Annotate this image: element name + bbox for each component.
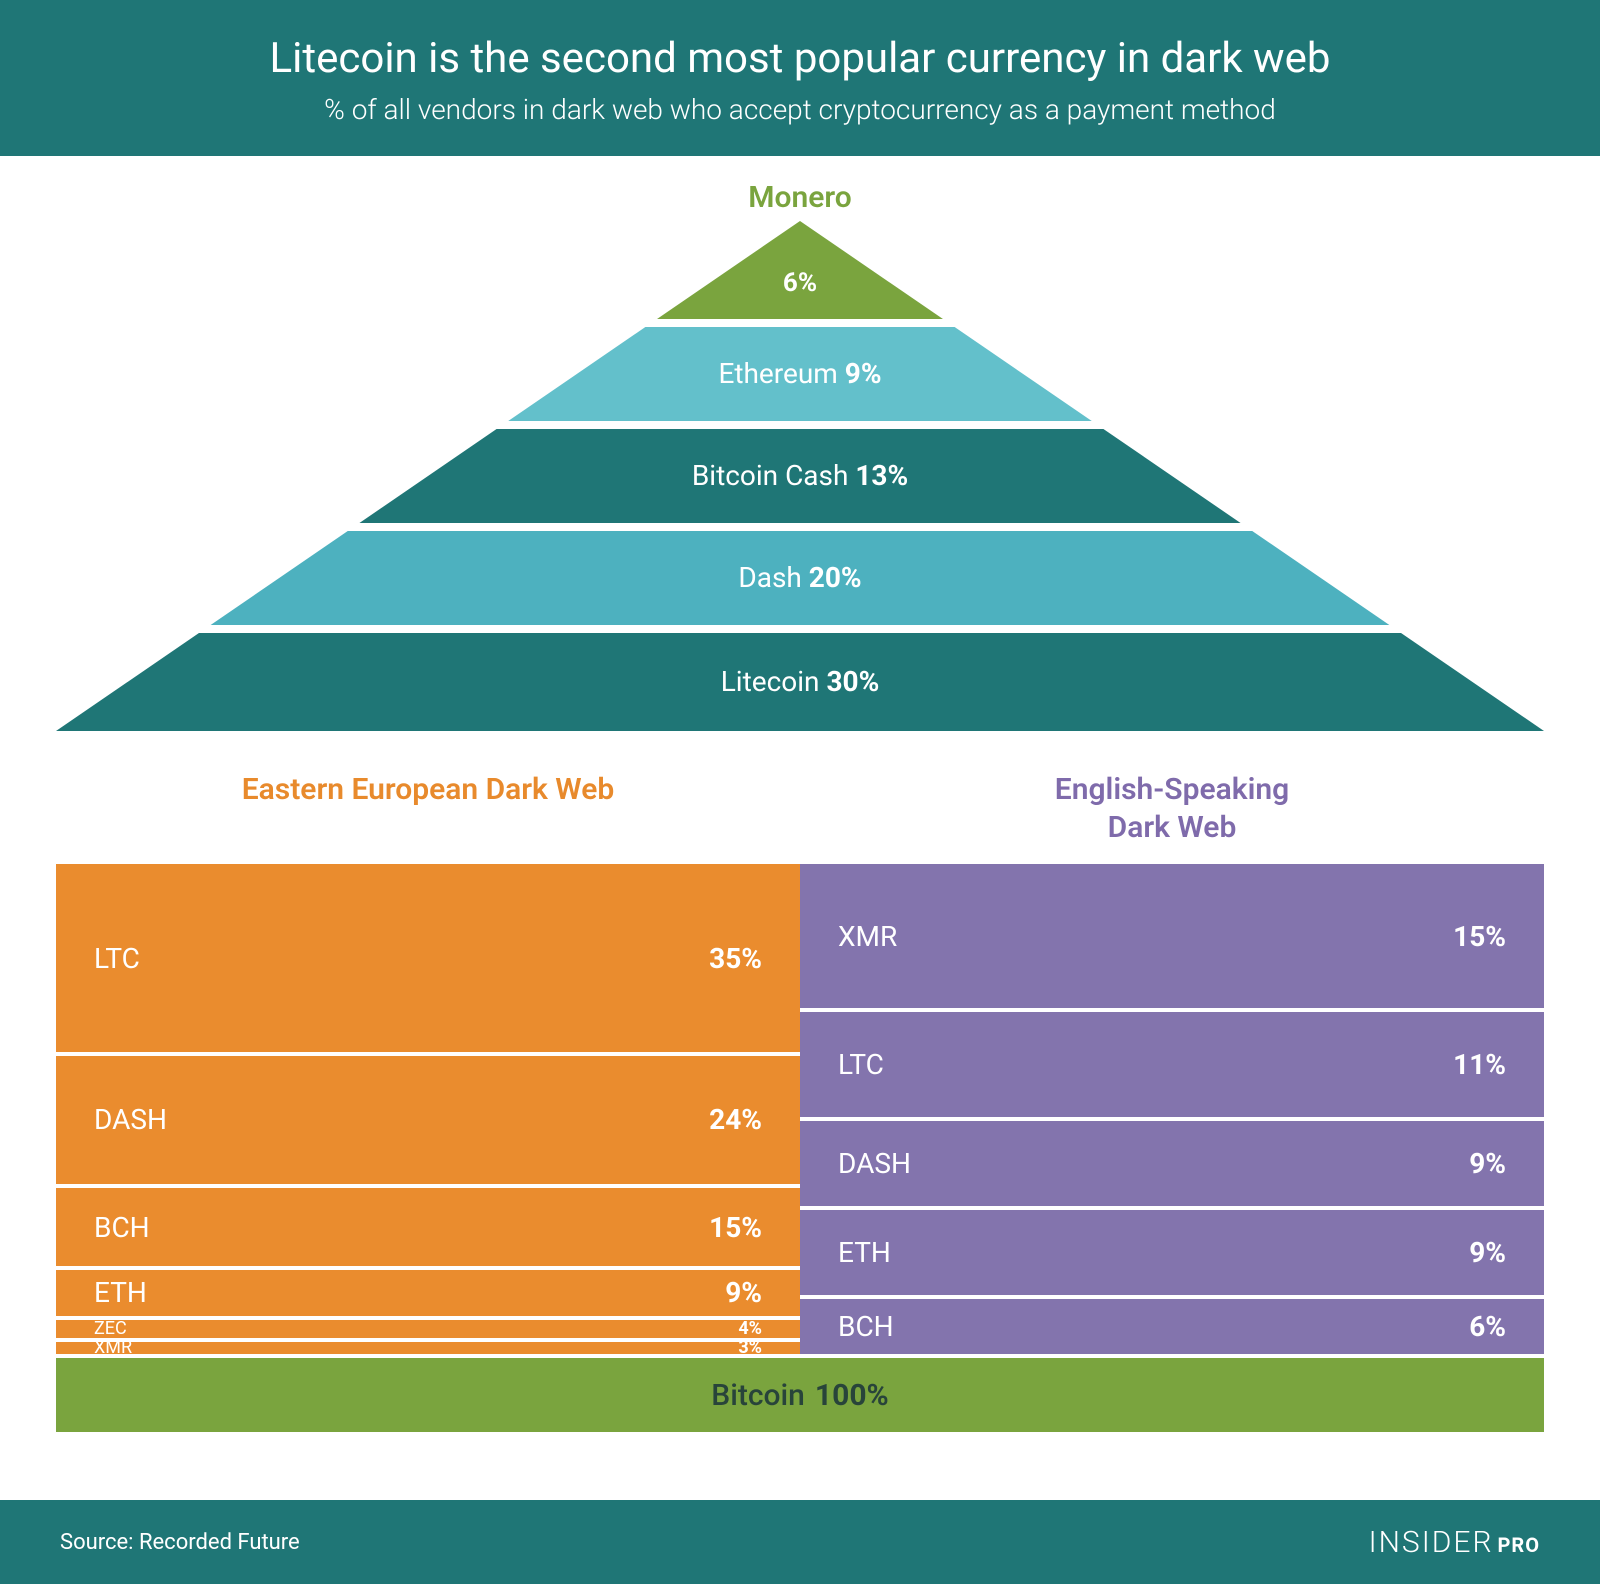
bar-label: LTC bbox=[838, 1048, 884, 1081]
bitcoin-bar: Bitcoin 100% bbox=[56, 1358, 1544, 1432]
pyramid-segment-label: Ethereum 9% bbox=[718, 357, 881, 390]
content: Monero 6% Ethereum 9% Bitcoin Cash 13% Dash… bbox=[0, 156, 1600, 1454]
infographic-container: Litecoin is the second most popular curr… bbox=[0, 0, 1600, 1584]
bar-label: LTC bbox=[94, 942, 140, 975]
pyramid-segment-label: 6% bbox=[783, 268, 817, 298]
brand-name: INSIDER bbox=[1369, 1525, 1494, 1560]
bar-value: 9% bbox=[1469, 1147, 1506, 1180]
brand-suffix: PRO bbox=[1498, 1533, 1541, 1557]
pyramid-segment-label: Dash 20% bbox=[738, 561, 861, 594]
bar-value: 9% bbox=[1469, 1236, 1506, 1269]
bar-label: XMR bbox=[838, 920, 897, 953]
barset-right: XMR 15% LTC 11% DASH 9% ETH 9% BCH 6% bbox=[800, 864, 1544, 1358]
bar-label: DASH bbox=[838, 1147, 911, 1180]
barset-left: LTC35%DASH24%BCH15%ETH9%ZEC4%XMR3% bbox=[56, 864, 800, 1358]
bar-label: ETH bbox=[94, 1276, 147, 1309]
bar-label: XMR bbox=[94, 1337, 132, 1358]
bar-row: BCH 15% bbox=[56, 1188, 800, 1270]
bitcoin-pct: 100% bbox=[815, 1378, 889, 1413]
bar-label: BCH bbox=[94, 1211, 150, 1244]
bar-row: ETH 9% bbox=[56, 1270, 800, 1319]
pyramid-chart: Monero 6% Ethereum 9% Bitcoin Cash 13% Dash… bbox=[56, 180, 1544, 731]
bar-label: DASH bbox=[94, 1103, 167, 1136]
pyramid-svg: 6% Ethereum 9% Bitcoin Cash 13% Dash 20% Lit… bbox=[56, 221, 1544, 731]
brand-logo: INSIDERPRO bbox=[1369, 1525, 1540, 1560]
bar-value: 4% bbox=[738, 1318, 762, 1339]
regional-bars: Eastern European Dark Web English-Speaki… bbox=[56, 761, 1544, 1432]
bar-value: 35% bbox=[709, 942, 762, 975]
bar-row: XMR 15% bbox=[800, 864, 1544, 1012]
bars-area: LTC35%DASH24%BCH15%ETH9%ZEC4%XMR3% XMR15… bbox=[56, 864, 1544, 1358]
bar-label: BCH bbox=[838, 1310, 894, 1343]
bar-value: 24% bbox=[709, 1103, 762, 1136]
source-text: Source: Recorded Future bbox=[60, 1530, 300, 1555]
bar-row: ETH 9% bbox=[800, 1210, 1544, 1299]
bar-row: LTC 11% bbox=[800, 1012, 1544, 1121]
bar-value: 3% bbox=[738, 1337, 762, 1358]
left-title: Eastern European Dark Web bbox=[56, 761, 800, 864]
bar-row: BCH 6% bbox=[800, 1299, 1544, 1358]
bar-titles-row: Eastern European Dark Web English-Speaki… bbox=[56, 761, 1544, 864]
bar-row: ZEC 4% bbox=[56, 1320, 800, 1342]
bar-row: DASH 9% bbox=[800, 1121, 1544, 1210]
bar-value: 15% bbox=[1453, 920, 1506, 953]
pyramid-top-label: Monero bbox=[748, 180, 852, 215]
bitcoin-label: Bitcoin bbox=[711, 1378, 805, 1413]
bar-value: 11% bbox=[1453, 1048, 1506, 1081]
right-title: English-SpeakingDark Web bbox=[800, 761, 1544, 864]
bar-row: LTC 35% bbox=[56, 864, 800, 1056]
subtitle: % of all vendors in dark web who accept … bbox=[20, 93, 1580, 126]
title: Litecoin is the second most popular curr… bbox=[20, 34, 1580, 83]
bar-label: ETH bbox=[838, 1236, 891, 1269]
pyramid-segment-label: Litecoin 30% bbox=[721, 665, 880, 698]
bar-value: 15% bbox=[709, 1211, 762, 1244]
footer: Source: Recorded Future INSIDERPRO bbox=[0, 1500, 1600, 1584]
bar-label: ZEC bbox=[94, 1318, 127, 1339]
bar-row: DASH 24% bbox=[56, 1056, 800, 1188]
bar-value: 6% bbox=[1469, 1310, 1506, 1343]
pyramid-segment-label: Bitcoin Cash 13% bbox=[692, 459, 908, 492]
header: Litecoin is the second most popular curr… bbox=[0, 0, 1600, 156]
bar-value: 9% bbox=[725, 1276, 762, 1309]
bar-row: XMR3% bbox=[56, 1342, 800, 1358]
